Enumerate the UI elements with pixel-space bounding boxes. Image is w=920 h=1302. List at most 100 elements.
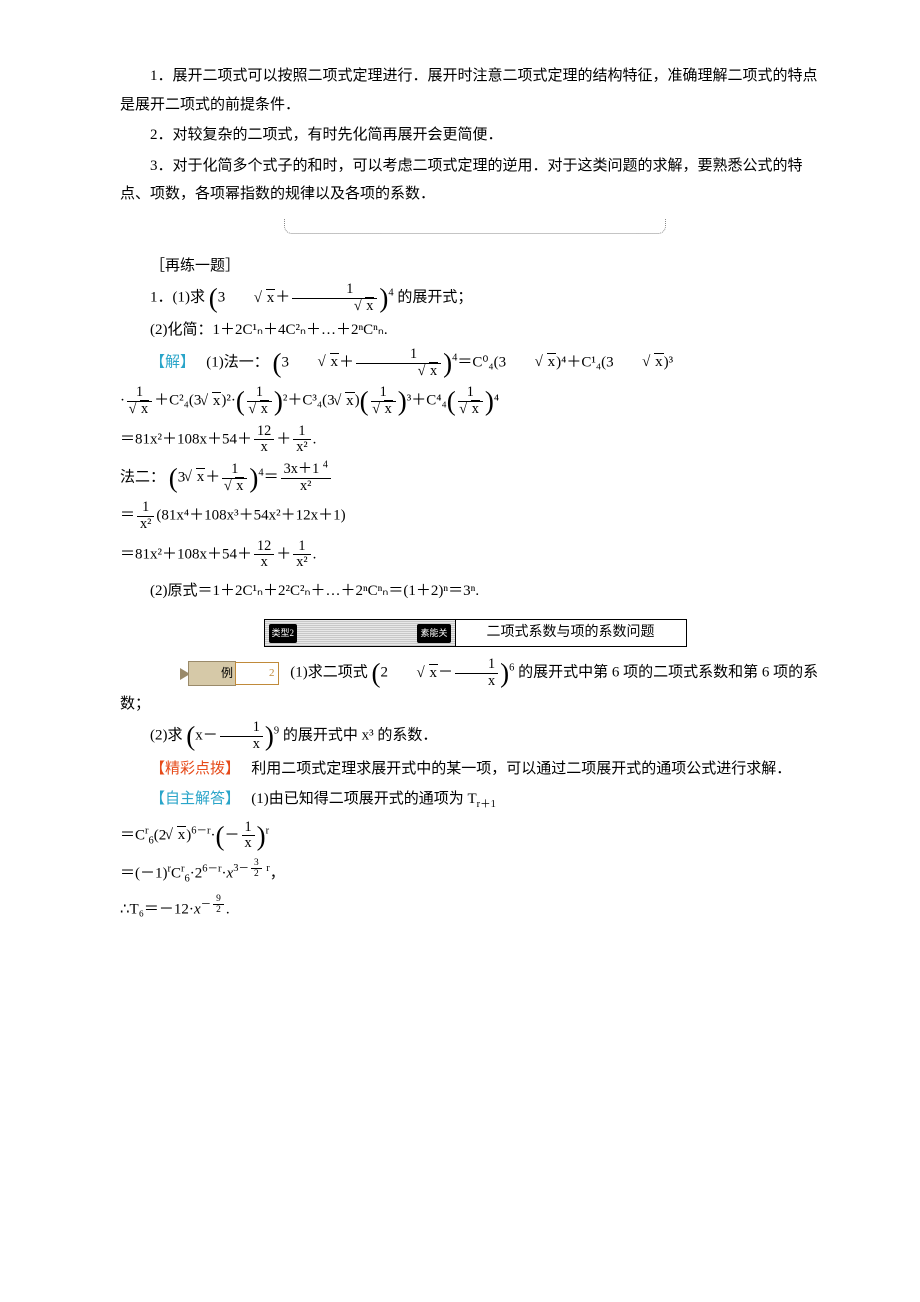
text: . (226, 901, 230, 917)
text: ＋C²₄(3 (154, 393, 201, 409)
solution-m2-l3: ＝81x²＋108x＋54＋12x＋1x². (120, 539, 830, 571)
solution-m1-l1: 【解】 (1)法一： (3x＋1x)4＝C⁰₄(3x)⁴＋C¹₄(3x)³ (120, 347, 830, 379)
lparen-icon: ( (186, 721, 195, 751)
fraction: 1x² (137, 500, 154, 532)
exponent: r (266, 825, 270, 836)
example2-q1: 例2 (1)求二项式 (2x－1x)6 的展开式中第 6 项的二项式系数和第 6… (120, 657, 830, 718)
denominator: 2 (213, 904, 224, 915)
minus: － (203, 728, 218, 744)
denominator: 2 (251, 868, 262, 879)
example-box: 例 (188, 661, 236, 686)
sqrt-icon: x (461, 402, 480, 418)
rparen-icon: ) (257, 821, 266, 851)
denominator: x (127, 401, 152, 418)
text: ＋ (276, 431, 291, 447)
text: C⁰₄(3 (472, 354, 506, 370)
rparen-icon: ) (500, 659, 509, 689)
numerator: 12 (254, 424, 274, 440)
numerator: 1 (127, 385, 152, 401)
fraction: 1x (292, 282, 377, 314)
note-2: 2．对较复杂的二项式，有时先化简再展开会更简便． (120, 121, 830, 150)
radicand: x (330, 353, 340, 370)
radicand: x (345, 392, 355, 409)
text: 3－ (233, 863, 249, 874)
practice-header: ［再练一题］ (120, 252, 830, 281)
rparen-icon: ) (485, 386, 494, 416)
answer-l2: ＝(－1)rCr6·26－r·x3－32 r， (120, 858, 830, 888)
minus: － (438, 665, 453, 681)
sqrt-icon: x (201, 387, 221, 416)
var: x (195, 728, 203, 744)
denominator: x (292, 298, 377, 315)
text: ·2 (190, 865, 203, 881)
answer-head: 【自主解答】 (1)由已知得二项展开式的通项为 Tr＋1 (120, 785, 830, 814)
lparen-icon: ( (169, 463, 178, 493)
rparen-icon: ) (274, 386, 283, 416)
hint-label: 【精彩点拨】 (150, 761, 240, 777)
text: . (313, 546, 317, 562)
sqrt-icon: x (166, 821, 186, 850)
exponent: 6 (509, 663, 514, 674)
text: 的展开式中 x³ 的系数． (283, 728, 438, 744)
divider (284, 219, 666, 234)
lparen-icon: ( (236, 386, 245, 416)
lparen-icon: ( (447, 386, 456, 416)
radicand: x (547, 353, 557, 370)
exponent: 4 (452, 352, 457, 363)
radicand: x (266, 289, 276, 306)
sqrt-icon: x (250, 402, 269, 418)
note-1: 1．展开二项式可以按照二项式定理进行．展开时注意二项式定理的结构特征，准确理解二… (120, 62, 830, 119)
numerator: 1 (292, 282, 377, 298)
fraction: 1x (455, 657, 498, 689)
section-banner: 类型2 素能关 二项式系数与项的系数问题 (120, 619, 830, 647)
numerator: 1 (293, 424, 310, 440)
rparen-icon: ) (379, 283, 388, 313)
text: ＝81x²＋108x＋54＋ (120, 546, 252, 562)
lparen-icon: ( (372, 659, 381, 689)
text: )³ (664, 354, 674, 370)
text: · (120, 393, 125, 409)
banner-left: 类型2 素能关 (265, 620, 455, 646)
rparen-icon: ) (398, 386, 407, 416)
denominator: x (222, 478, 247, 495)
answer-l3: ∴T₆＝－12·x－92. (120, 894, 830, 924)
numerator: 1 (222, 462, 247, 478)
example2-q2: (2)求 (x－1x)9 的展开式中 x³ 的系数． (120, 720, 830, 752)
fraction: 1x (127, 385, 152, 417)
solution-m2-l1: 法二： (3x＋1x)4＝3x＋1 4x² (120, 462, 830, 494)
denominator: x (242, 835, 255, 852)
denominator: x (247, 401, 272, 418)
fraction: 1x (458, 385, 483, 417)
text: (81x⁴＋108x³＋54x²＋12x＋1) (156, 508, 345, 524)
text: ＝ (120, 508, 135, 524)
sqrt-icon: x (389, 364, 438, 380)
text: )⁴＋C¹₄(3 (556, 354, 613, 370)
text: ， (270, 865, 285, 881)
exponent: 6－r (191, 825, 210, 836)
sqrt-icon: x (335, 387, 355, 416)
text: ＝ (264, 469, 279, 485)
fraction: 1x (220, 720, 263, 752)
banner-inner: 类型2 素能关 二项式系数与项的系数问题 (264, 619, 687, 647)
banner-tag-1: 类型2 (269, 624, 298, 643)
fraction: 3x＋1 4x² (281, 462, 331, 494)
hint: 【精彩点拨】 利用二项式定理求展开式中的某一项，可以通过二项展开式的通项公式进行… (120, 755, 830, 784)
example-number: 2 (235, 662, 279, 685)
numerator: 3 (251, 858, 262, 868)
sqrt-icon: x (325, 299, 374, 315)
example-label: 例2 (150, 659, 287, 688)
note-3: 3．对于化简多个式子的和时，可以考虑二项式定理的逆用．对于这类问题的求解，要熟悉… (120, 152, 830, 209)
sqrt-icon: x (185, 463, 205, 492)
numerator: 3x＋1 4 (281, 462, 331, 478)
denominator: x (356, 363, 441, 380)
text: )²· (221, 393, 236, 409)
sqrt-icon: x (388, 659, 438, 688)
numerator: 1 (242, 820, 255, 836)
radicand: x (654, 353, 664, 370)
text: (1)法一： (206, 354, 269, 370)
radicand: x (429, 664, 439, 681)
numerator: 1 (356, 347, 441, 363)
rparen-icon: ) (443, 348, 452, 378)
text: 1．(1)求 (150, 290, 209, 306)
radicand: x (365, 297, 374, 314)
